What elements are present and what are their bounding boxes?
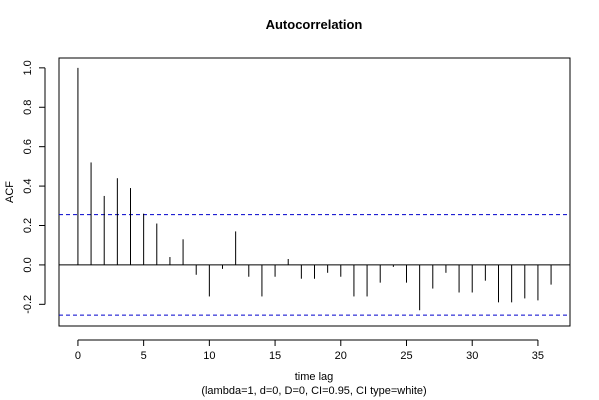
x-tick-label-30: 30: [466, 350, 478, 362]
y-tick-label-6: 1.0: [22, 60, 34, 75]
x-tick-label-15: 15: [269, 350, 281, 362]
x-tick-label-25: 25: [400, 350, 412, 362]
y-tick-label-5: 0.8: [22, 100, 34, 115]
y-tick-label-0: -0.2: [22, 295, 34, 314]
y-tick-label-2: 0.2: [22, 218, 34, 233]
axis-layer: 0 5 10 15 20 25 30 35 -0.2 0.0 0.2 0.4 0.6 0.8 1.0: [22, 60, 544, 362]
x-axis-label: time lag: [295, 371, 334, 383]
y-tick-label-4: 0.6: [22, 139, 34, 154]
y-tick-label-1: 0.0: [22, 257, 34, 272]
y-axis-label: ACF: [4, 181, 16, 203]
x-tick-label-35: 35: [532, 350, 544, 362]
x-tick-label-20: 20: [335, 350, 347, 362]
x-axis-subtitle: (lambda=1, d=0, D=0, CI=0.95, CI type=wh…: [201, 385, 426, 397]
y-tick-label-3: 0.4: [22, 178, 34, 193]
plot-frame: [58, 57, 571, 327]
plot-layer: [59, 67, 570, 316]
chart-title: Autocorrelation: [266, 17, 363, 32]
x-tick-label-10: 10: [203, 350, 215, 362]
x-tick-label-5: 5: [141, 350, 147, 362]
x-tick-label-0: 0: [75, 350, 81, 362]
